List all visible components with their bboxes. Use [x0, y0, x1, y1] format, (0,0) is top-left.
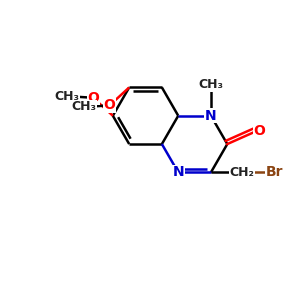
Text: CH₂: CH₂ — [230, 166, 254, 179]
Text: O: O — [87, 91, 99, 105]
Text: CH₃: CH₃ — [71, 100, 96, 113]
Text: N: N — [205, 109, 217, 123]
Text: O: O — [254, 124, 266, 138]
Text: CH₃: CH₃ — [55, 90, 80, 103]
Text: O: O — [103, 98, 116, 112]
Text: Br: Br — [266, 165, 283, 179]
Text: CH₃: CH₃ — [198, 79, 224, 92]
Text: N: N — [172, 165, 184, 179]
